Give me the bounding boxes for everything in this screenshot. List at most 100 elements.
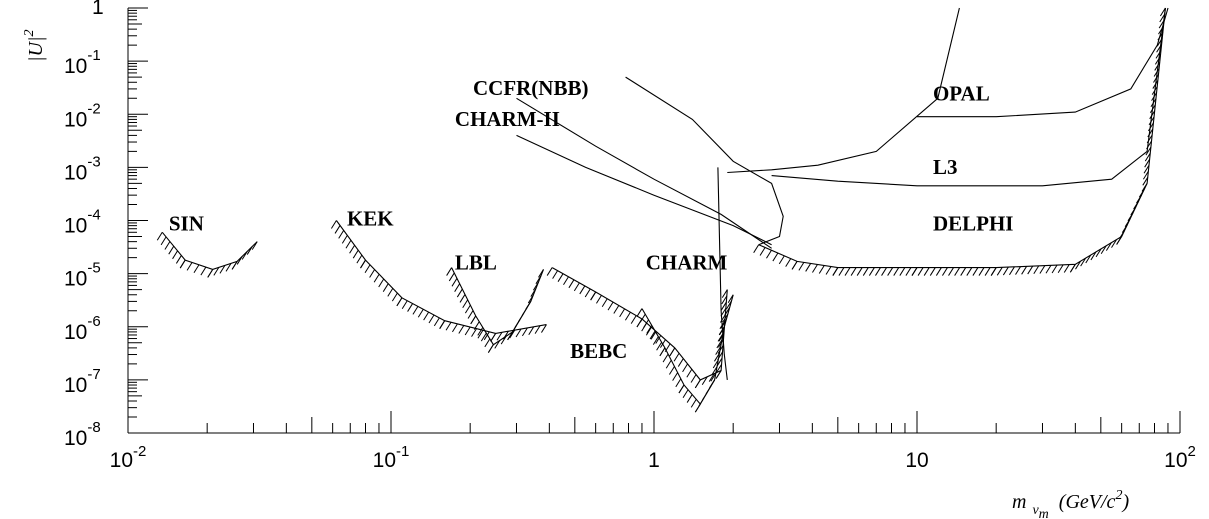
- hatch-mark: [541, 324, 547, 333]
- hatch-mark: [832, 267, 839, 276]
- hatch-mark: [563, 276, 569, 286]
- x-tick-label: 10-2: [110, 443, 147, 472]
- x-tick-label-base: 10: [373, 449, 396, 472]
- hatch-mark: [1153, 74, 1159, 83]
- series-curve-kek: [335, 220, 547, 334]
- hatch-mark: [720, 301, 727, 311]
- hatch-mark: [364, 264, 371, 274]
- x-axis-title-units-close: ): [1121, 491, 1129, 513]
- hatch-mark: [387, 288, 394, 297]
- hatch-mark: [669, 347, 676, 357]
- hatch-mark: [659, 347, 666, 357]
- hatch-mark: [1085, 254, 1092, 264]
- hatch-mark: [1144, 158, 1151, 168]
- hatch-mark: [1159, 7, 1166, 17]
- hatch-mark: [1141, 183, 1148, 192]
- hatch-mark: [1152, 80, 1159, 89]
- hatch-mark: [568, 279, 575, 289]
- hatch-mark: [711, 366, 718, 375]
- hatch-mark: [1147, 128, 1154, 138]
- hatch-mark: [678, 384, 685, 394]
- hatch-mark: [467, 310, 474, 319]
- series-curve-bebc: [641, 294, 734, 406]
- x-axis-title-units-exp: 2: [1115, 488, 1122, 503]
- hatch-mark: [1105, 242, 1112, 251]
- hatch-mark: [186, 262, 193, 271]
- hatch-mark: [451, 278, 458, 287]
- hatch-mark: [917, 267, 924, 276]
- hatch-mark: [1121, 224, 1128, 233]
- hatch-mark: [718, 326, 725, 336]
- hatch-mark: [785, 258, 792, 267]
- hatch-mark: [534, 325, 541, 334]
- series-label-bebc: BEBC: [570, 339, 627, 363]
- hatch-mark: [1127, 212, 1134, 222]
- hatch-mark: [168, 245, 175, 255]
- tick-marks: [127, 7, 1181, 434]
- hatch-mark: [1051, 264, 1058, 274]
- hatch-mark: [935, 267, 942, 276]
- hatch-mark: [972, 267, 979, 276]
- hatch-mark: [686, 368, 693, 378]
- hatch-mark: [650, 331, 657, 340]
- hatch-mark: [1142, 171, 1149, 180]
- y-tick-label-exp: -4: [87, 207, 100, 224]
- hatch-mark: [1156, 37, 1163, 47]
- hatch-mark: [1146, 134, 1153, 144]
- hatch-mark: [378, 278, 385, 288]
- hatch-mark: [881, 267, 887, 276]
- y-tick-label-exp: -7: [87, 366, 100, 383]
- hatch-mark: [530, 288, 537, 297]
- hatch-mark: [341, 235, 348, 244]
- hatch-mark: [1143, 164, 1150, 174]
- x-axis-title-subsub: m: [1039, 507, 1049, 519]
- hatch-mark: [462, 299, 469, 309]
- hatch-mark: [850, 267, 857, 276]
- hatch-mark: [708, 373, 715, 382]
- y-tick-label-base: 10: [64, 161, 87, 184]
- hatch-mark: [710, 372, 717, 382]
- hatch-mark: [480, 332, 487, 342]
- hatch-mark: [193, 264, 200, 274]
- x-tick-label-exp: 2: [1188, 443, 1196, 460]
- hatch-mark: [471, 328, 477, 337]
- hatch-mark: [720, 320, 727, 329]
- hatch-mark: [639, 313, 646, 323]
- hatch-mark: [338, 230, 345, 239]
- hatch-mark: [718, 339, 724, 348]
- hatch-mark: [484, 338, 491, 348]
- hatch-mark: [334, 225, 341, 234]
- hatch-mark: [717, 351, 723, 361]
- hatch-mark: [960, 267, 967, 276]
- hatch-mark: [1149, 110, 1156, 120]
- hatch-mark: [1149, 104, 1156, 114]
- hatch-mark: [515, 328, 522, 338]
- hatch-mark: [1075, 260, 1081, 270]
- y-tick-label-base: 1: [92, 0, 104, 19]
- hatch-mark: [887, 267, 894, 276]
- hatch-mark: [439, 320, 446, 329]
- hatch-mark: [778, 255, 785, 265]
- y-tick-label-base: 10: [64, 55, 87, 78]
- hatch-mark: [470, 315, 477, 325]
- hatch-mark: [241, 251, 248, 260]
- hatch-mark: [911, 267, 918, 276]
- y-tick-label-base: 10: [64, 268, 87, 291]
- hatch-mark: [716, 339, 723, 349]
- hatch-mark: [669, 366, 675, 375]
- hatch-mark: [423, 311, 430, 321]
- hatch-mark: [942, 267, 948, 276]
- hatch-mark: [448, 272, 455, 282]
- hatch-mark: [417, 309, 424, 318]
- hatch-mark: [727, 294, 734, 304]
- series-curve-charm-ii: [516, 134, 772, 246]
- series-curve-sin: [161, 231, 258, 270]
- hatch-mark: [412, 306, 419, 315]
- y-tick-label: 10-6: [64, 313, 101, 344]
- hatch-mark: [456, 288, 463, 298]
- hatch-mark: [1157, 31, 1164, 41]
- hatch-mark: [772, 252, 779, 262]
- y-tick-label: 10-7: [64, 366, 101, 397]
- hatch-mark: [527, 294, 534, 304]
